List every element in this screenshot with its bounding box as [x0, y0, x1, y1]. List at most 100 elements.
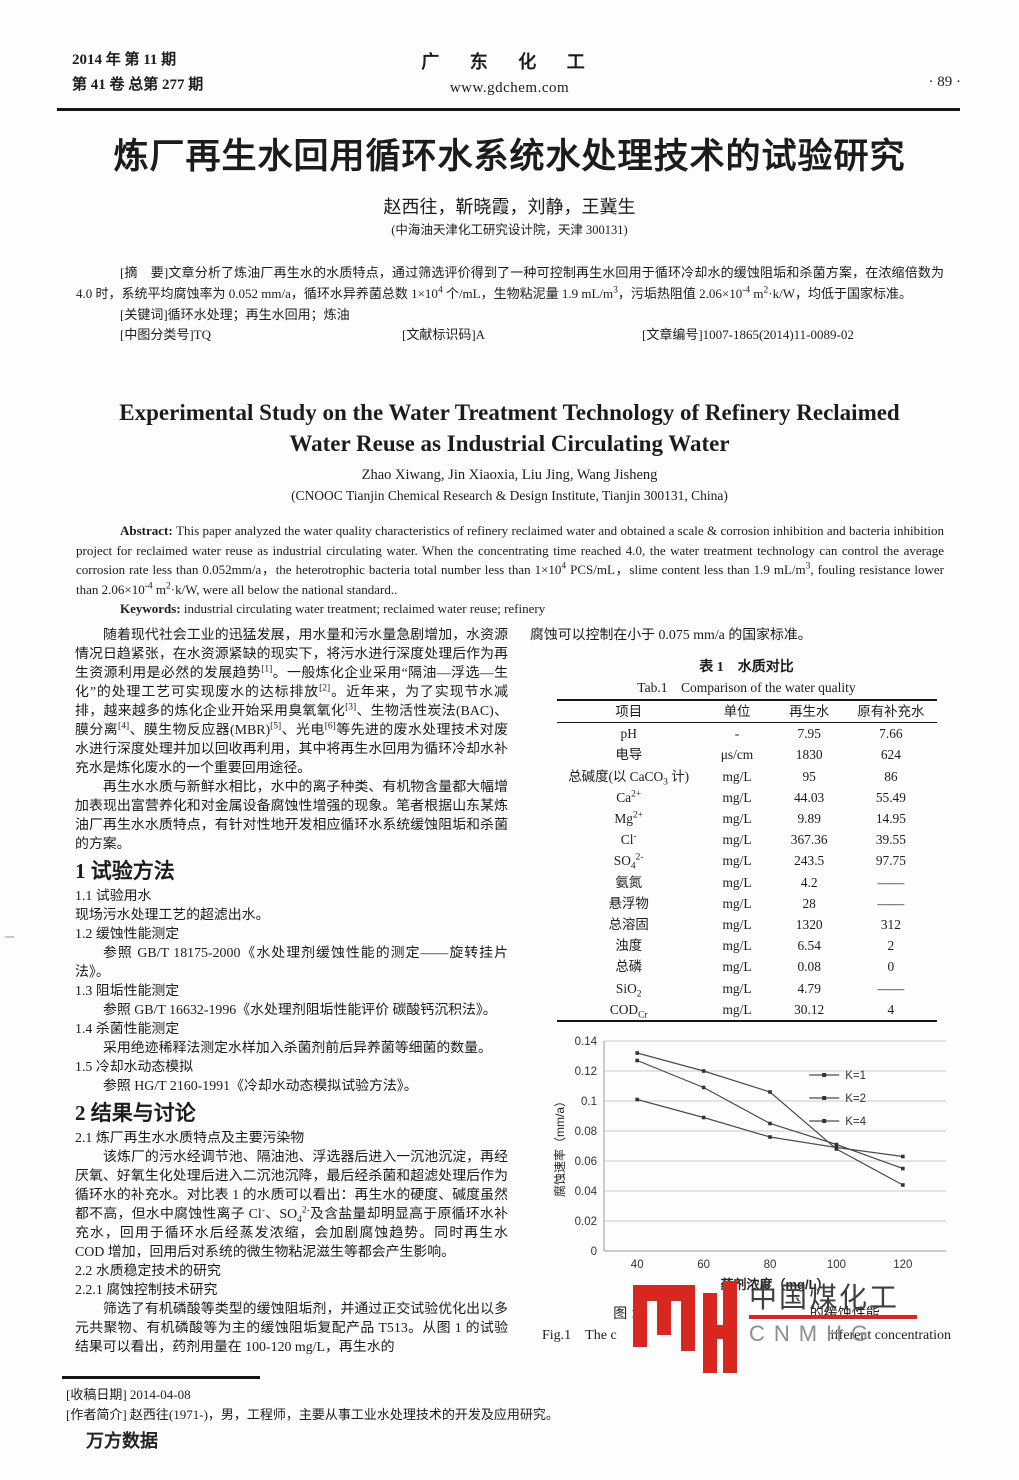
- abstract-en-text: Abstract: This paper analyzed the water …: [76, 523, 945, 597]
- table-cell: 95: [802, 768, 816, 784]
- watermark-cn-label: 中国煤化工: [749, 1282, 900, 1313]
- table-cell: 氨氮: [615, 874, 643, 890]
- svg-text:0.12: 0.12: [575, 1066, 597, 1078]
- svg-text:40: 40: [631, 1259, 644, 1271]
- table-cell: mg/L: [722, 811, 752, 827]
- table-row: 浊度 mg/L 6.54 2: [557, 935, 937, 956]
- table-cell: mg/L: [722, 938, 752, 954]
- issue-line2: 第 41 卷 总第 277 期: [72, 77, 204, 93]
- table-cell: 4.2: [800, 874, 818, 890]
- svg-text:0.02: 0.02: [575, 1216, 597, 1228]
- y-axis-title: 腐蚀速率（mm/a）: [552, 1095, 567, 1197]
- section-heading: 2.2.1 腐蚀控制技术研究: [75, 1283, 218, 1298]
- table-cell: mg/L: [722, 768, 752, 784]
- legend-label: K=1: [845, 1070, 866, 1082]
- body-paragraph: 参照 GB/T 18175-2000《水处理剂缓蚀性能的测定——旋转挂片法》。: [75, 946, 508, 980]
- table-cell: 0: [887, 959, 895, 975]
- table-cell: 44.03: [794, 789, 825, 805]
- table-cell: mg/L: [722, 959, 752, 975]
- body-paragraph: 腐蚀可以控制在小于 0.075 mm/a 的国家标准。: [530, 628, 812, 643]
- table-header-row: 项目 单位 再生水 原有补充水: [556, 700, 937, 724]
- body-paragraph: 参照 HG/T 2160-1991《冷却水动态模拟试验方法》。: [103, 1079, 418, 1094]
- table-cell: mg/L: [722, 895, 752, 911]
- table-cell: 30.12: [794, 1001, 825, 1017]
- svg-text:100: 100: [827, 1259, 846, 1271]
- section-heading: 1.5 冷却水动态模拟: [75, 1060, 194, 1075]
- table-cell: Ca2+: [616, 789, 642, 805]
- table-cell: 28: [802, 895, 816, 911]
- table-cell: -: [734, 726, 740, 742]
- clc-number: [中图分类号]TQ: [120, 327, 211, 343]
- table-cell: μs/cm: [720, 747, 754, 763]
- page-title-en: Experimental Study on the Water Treatmen…: [0, 397, 1019, 459]
- table-cell: Mg2+: [614, 810, 644, 827]
- table-row: 氨氮 mg/L 4.2 ——: [557, 872, 937, 893]
- table-cell: 1830: [795, 747, 823, 763]
- table-cell: 7.66: [879, 726, 903, 742]
- table-cell: SiO2: [615, 980, 642, 1000]
- table-title-zh: 表 1 水质对比: [699, 660, 794, 675]
- table-cell: 4.79: [797, 980, 821, 996]
- figure-caption-en: Fig.1 The c ifferent concentration: [542, 1328, 951, 1344]
- table-cell: 243.5: [794, 853, 825, 869]
- table-cell: pH: [620, 726, 637, 742]
- table-cell: mg/L: [722, 917, 752, 933]
- body-paragraph: 参照 GB/T 16632-1996《水处理剂阻垢性能评价 碳酸钙沉积法》。: [103, 1003, 497, 1018]
- figure-1-chart: 0 0.02 0.04 0.06 0.08 0.1 0.12 0.14 40 60 80 100 120…: [550, 1029, 958, 1303]
- column-header: 单位: [700, 700, 774, 724]
- table-cell: 4: [887, 1001, 895, 1017]
- title-en-line1: Experimental Study on the Water Treatmen…: [119, 400, 900, 425]
- table-cell: ——: [877, 874, 905, 890]
- table-cell: 总碱度(以 CaCO3 计): [568, 768, 690, 788]
- table-cell: 7.95: [797, 726, 821, 742]
- table-row: pH - 7.95 7.66: [557, 723, 937, 745]
- watermark-underline: [749, 1315, 917, 1319]
- svg-text:0.08: 0.08: [575, 1126, 597, 1138]
- watermark-latin-label: CNMHG: [749, 1320, 878, 1346]
- body-column-right: 腐蚀可以控制在小于 0.075 mm/a 的国家标准。 表 1 水质对比 Tab…: [530, 626, 963, 1346]
- section-heading: 2.2 水质稳定技术的研究: [75, 1264, 221, 1279]
- keywords-en: Keywords: industrial circulating water t…: [120, 601, 546, 617]
- table-row: Mg2+ mg/L 9.89 14.95: [557, 808, 937, 829]
- table-cell: CODCr: [609, 1001, 648, 1021]
- table-cell: mg/L: [722, 874, 752, 890]
- scan-artifact-dash: [5, 936, 14, 938]
- affiliation-zh: (中海油天津化工研究设计院，天津 300131): [391, 223, 628, 237]
- section-heading: 1 试验方法: [75, 859, 175, 883]
- column-header: 项目: [556, 700, 701, 724]
- table-cell: ——: [877, 980, 905, 996]
- cnmhg-watermark: 中国煤化工 CNMHG: [633, 1281, 917, 1373]
- corrosion-rate-line-chart: 0 0.02 0.04 0.06 0.08 0.1 0.12 0.14 40 60 80 100 120…: [552, 1036, 946, 1292]
- wanfang-data-watermark: 万方数据: [86, 1431, 158, 1451]
- cnmhg-logo-icon: [633, 1281, 737, 1373]
- authors-zh: 赵西往，靳晓霞，刘静，王冀生: [383, 197, 636, 217]
- table-cell: 总磷: [615, 959, 643, 975]
- page-title: 炼厂再生水回用循环水系统水处理技术的试验研究: [113, 137, 906, 176]
- abstract-en: Abstract: This paper analyzed the water …: [76, 521, 944, 619]
- abstract-zh: [摘 要]文章分析了炼油厂再生水的水质特点，通过筛选评价得到了一种可控制再生水回…: [76, 263, 944, 346]
- title-en-line2: Water Reuse as Industrial Circulating Wa…: [289, 431, 730, 456]
- water-quality-table: 项目 单位 再生水 原有补充水 pH - 7.95 7.66 电导 μs/cm 1830 624 总碱度…: [556, 699, 937, 1023]
- table-cell: mg/L: [722, 832, 752, 848]
- table-cell: 1320: [795, 917, 823, 933]
- svg-text:0.04: 0.04: [575, 1186, 598, 1198]
- table-cell: mg/L: [722, 789, 752, 805]
- body-paragraph: 现场污水处理工艺的超滤出水。: [75, 908, 270, 923]
- table-1-block: 表 1 水质对比 Tab.1 Comparison of the water q…: [530, 657, 963, 1023]
- table-cell: 电导: [615, 747, 643, 763]
- table-title-en: Tab.1 Comparison of the water quality: [637, 680, 856, 695]
- table-row: 悬浮物 mg/L 28 ——: [557, 893, 937, 914]
- journal-name: 广 东 化 工: [421, 52, 598, 72]
- keywords-en-label: Keywords:: [120, 601, 184, 617]
- authors-en: Zhao Xiwang, Jin Xiaoxia, Liu Jing, Wang…: [361, 467, 658, 483]
- svg-text:60: 60: [697, 1259, 710, 1271]
- table-row: 总碱度(以 CaCO3 计) mg/L 95 86: [557, 766, 937, 787]
- section-heading: 1.4 杀菌性能测定: [75, 1022, 180, 1037]
- article-id: [文章编号]1007-1865(2014)11-0089-02: [642, 327, 854, 343]
- table-cell: 624: [880, 747, 901, 763]
- table-cell: 367.36: [790, 832, 828, 848]
- body-column-left: 随着现代社会工业的迅猛发展，用水量和污水量急剧增加，水资源情况日趋紧张，在水资源…: [75, 626, 508, 1357]
- table-row: Ca2+ mg/L 44.03 55.49: [557, 787, 937, 808]
- section-heading: 1.1 试验用水: [75, 889, 152, 904]
